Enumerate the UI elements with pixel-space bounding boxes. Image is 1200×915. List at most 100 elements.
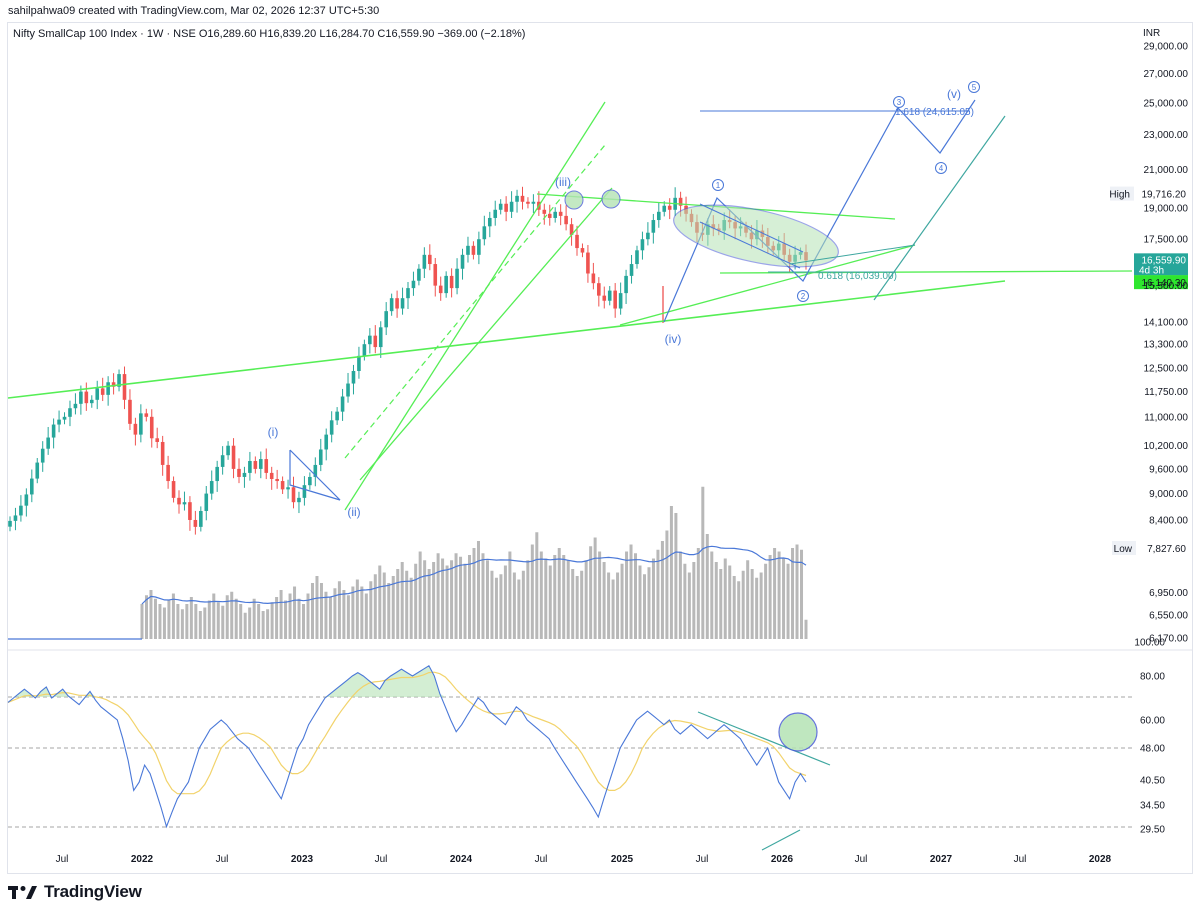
time-tick-label: 2027 (930, 854, 953, 865)
candle-body (575, 234, 579, 249)
symbol-legend[interactable]: Nifty SmallCap 100 Index · 1W · NSE O16,… (13, 28, 526, 40)
trend-line (619, 244, 916, 326)
candle-body (477, 239, 481, 255)
wedge-line (699, 221, 801, 269)
rsi-line (7, 665, 807, 829)
price-tick-label: 11,000.00 (1144, 412, 1188, 423)
candle-body (73, 403, 78, 409)
volume-bar (490, 570, 494, 639)
time-tick-label: Jul (696, 854, 709, 865)
time-tick-label: Jul (1014, 854, 1027, 865)
price-tick-label: 8,400.00 (1149, 515, 1188, 526)
volume-bar (355, 579, 359, 639)
channel-midline (344, 144, 606, 459)
candle-body (30, 478, 34, 495)
rsi-tick-label: 100.00 (1134, 638, 1165, 649)
candle-body (406, 288, 410, 299)
trend-drawings (7, 99, 1133, 511)
volume-bar (405, 570, 409, 639)
price-tick-label: 23,000.00 (1144, 130, 1189, 141)
volume-bar (795, 544, 799, 639)
price-tick-label: 13,300.00 (1144, 340, 1189, 351)
volume-bar (270, 602, 274, 639)
volume-bar (275, 597, 279, 639)
volume-bar (782, 558, 786, 639)
wave-circle-label: 5 (972, 83, 977, 92)
volume-bar (162, 607, 166, 639)
price-tick-label: 27,000.00 (1144, 69, 1189, 80)
candle-body (422, 254, 427, 269)
volume-bar (660, 541, 664, 639)
candle-body (526, 201, 530, 204)
candle-body (220, 455, 225, 467)
low-value: 7,827.60 (1147, 544, 1186, 555)
volume-bar (252, 598, 256, 639)
volume-bar (719, 569, 723, 639)
candle-body (280, 481, 285, 490)
volume-bar (418, 551, 422, 639)
candle-body (466, 245, 470, 255)
price-tick-label: 6,550.00 (1149, 611, 1188, 622)
volume-bar (198, 611, 202, 639)
candle-body (400, 298, 405, 309)
candle-body (389, 298, 394, 312)
volume-bar (257, 604, 261, 639)
volume-bar (391, 576, 395, 639)
candle-body (160, 441, 165, 465)
rsi-trend-line (697, 711, 831, 766)
candle-body (384, 311, 388, 328)
support-price-tag (1134, 275, 1188, 290)
candle-body (417, 268, 421, 281)
volume-bar (261, 611, 265, 639)
candle-body (591, 273, 596, 284)
volume-bar (616, 572, 620, 639)
rsi-tick-label: 60.00 (1140, 716, 1165, 727)
tradingview-brand[interactable]: TradingView (8, 882, 142, 902)
wave-label: (iv) (665, 332, 682, 346)
candle-body (35, 462, 40, 479)
candle-body (531, 201, 536, 204)
candle-body (248, 461, 252, 473)
volume-bar (171, 593, 175, 639)
volume-bar (212, 593, 216, 639)
volume-bar (414, 563, 418, 639)
volume-bar (674, 513, 678, 639)
currency-label[interactable]: INR (1143, 28, 1161, 39)
candle-body (51, 424, 56, 438)
candle-body (313, 464, 318, 477)
volume-bar (293, 586, 297, 639)
volume-bar (225, 595, 229, 639)
rsi-pane (7, 665, 1132, 851)
candle-body (329, 420, 334, 435)
candle-body (89, 399, 94, 404)
volume-bar (598, 551, 602, 639)
volume-bar (221, 605, 225, 639)
price-tick-label: 10,200.00 (1144, 441, 1189, 452)
candle-body (586, 252, 590, 274)
candle-body (111, 382, 116, 387)
volume-pane (8, 486, 808, 640)
price-tick-label: 25,000.00 (1144, 98, 1189, 109)
wave-circle-label: 3 (897, 98, 902, 107)
high-value: 19,716.20 (1142, 190, 1187, 201)
wedge-line (289, 450, 341, 501)
candle-body (667, 205, 672, 210)
low-label: Low (1114, 544, 1133, 555)
chart-frame[interactable] (7, 22, 1193, 874)
wedge-line (289, 449, 341, 501)
candle-body (602, 295, 607, 301)
candle-body (144, 413, 149, 417)
candle-body (242, 472, 247, 477)
volume-bar (800, 549, 804, 639)
volume-bar (764, 563, 768, 639)
wave-circle-label: 1 (716, 181, 721, 190)
time-tick-label: Jul (535, 854, 548, 865)
volume-bar (423, 560, 427, 639)
volume-bar (396, 569, 400, 639)
candle-body (449, 275, 454, 289)
candle-body (646, 232, 650, 240)
volume-bar (360, 586, 364, 639)
volume-bar (732, 576, 736, 639)
volume-bar (620, 563, 624, 639)
